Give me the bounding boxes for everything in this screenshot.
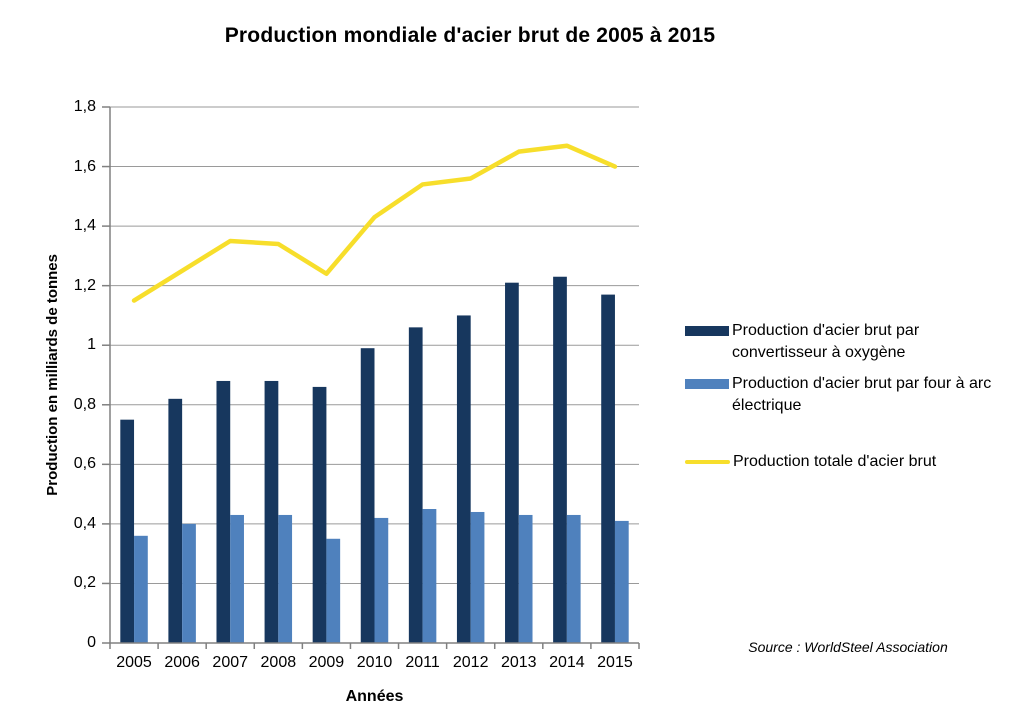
x-tick-label: 2006 <box>164 654 200 671</box>
x-tick-label: 2015 <box>597 654 633 671</box>
bar-electric-arc-2014 <box>566 514 581 643</box>
bar-electric-arc-2007 <box>230 514 244 643</box>
y-tick-label: 1 <box>87 336 96 354</box>
y-tick-label: 1,8 <box>73 98 96 115</box>
y-tick-label: 0,4 <box>73 514 96 532</box>
y-tick-label: 1,6 <box>73 157 96 175</box>
x-tick-label: 2009 <box>308 654 345 671</box>
bar-oxygen-converter-2008 <box>264 380 279 643</box>
y-tick-label: 1,4 <box>73 217 96 235</box>
legend-item: Production d'acier brut par convertisseu… <box>685 320 1015 364</box>
legend-key-bar-swatch <box>685 326 729 336</box>
bar-oxygen-converter-2007 <box>216 380 231 643</box>
bar-oxygen-converter-2009 <box>312 386 327 643</box>
bar-electric-arc-2013 <box>518 514 533 643</box>
x-axis-title: Années <box>345 688 404 705</box>
x-tick-label: 2007 <box>212 654 249 671</box>
bar-electric-arc-2015 <box>614 520 629 643</box>
bar-oxygen-converter-2014 <box>553 276 567 643</box>
legend-key-bar-swatch <box>685 379 729 389</box>
bar-oxygen-converter-2012 <box>456 315 471 643</box>
x-tick-label: 2008 <box>260 654 297 671</box>
bar-oxygen-converter-2010 <box>360 348 375 643</box>
x-tick-label: 2012 <box>452 654 489 671</box>
bar-oxygen-converter-2005 <box>120 419 135 643</box>
bar-oxygen-converter-2015 <box>601 294 615 643</box>
bar-electric-arc-2010 <box>374 517 389 643</box>
bar-electric-arc-2006 <box>182 523 196 643</box>
legend-item-label: Production totale d'acier brut <box>733 453 937 470</box>
legend-item: Production totale d'acier brut <box>685 451 1015 473</box>
bar-oxygen-converter-2011 <box>408 327 423 643</box>
y-tick-label: 0,6 <box>73 455 96 473</box>
chart-title: Production mondiale d'acier brut de 2005… <box>224 24 716 47</box>
x-tick-label: 2011 <box>405 654 440 671</box>
bar-electric-arc-2012 <box>470 511 485 643</box>
bar-electric-arc-2008 <box>278 514 293 643</box>
bar-electric-arc-2009 <box>326 538 341 643</box>
y-tick-label: 0,2 <box>73 574 96 592</box>
y-tick-label: 0 <box>87 634 96 651</box>
bar-electric-arc-2005 <box>134 535 148 643</box>
legend-item-label: Production d'acier brut par four à arc é… <box>732 375 992 414</box>
x-tick-label: 2005 <box>116 654 152 671</box>
source-note: Source : WorldSteel Association <box>748 639 948 655</box>
x-tick-label: 2013 <box>500 654 537 671</box>
bar-oxygen-converter-2006 <box>168 398 183 643</box>
total-production-line <box>131 143 618 303</box>
bar-electric-arc-2011 <box>422 509 437 643</box>
legend: Production d'acier brut par convertisseu… <box>685 320 1015 473</box>
x-tick-label: 2014 <box>549 654 585 671</box>
legend-item-label: Production d'acier brut par convertisseu… <box>732 322 920 361</box>
y-tick-label: 1,2 <box>73 276 96 294</box>
legend-key-line-swatch <box>685 460 730 464</box>
legend-item: Production d'acier brut par four à arc é… <box>685 373 1015 417</box>
y-tick-label: 0,8 <box>73 395 96 413</box>
bar-oxygen-converter-2013 <box>505 282 519 643</box>
x-tick-label: 2010 <box>356 654 393 671</box>
